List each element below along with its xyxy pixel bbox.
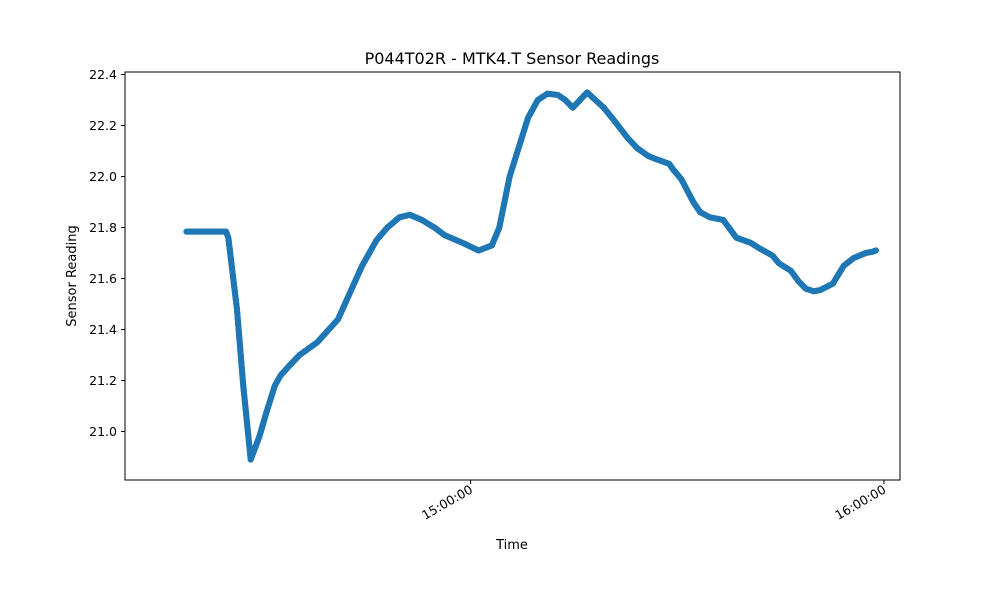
y-tick-label: 21.2: [89, 373, 117, 388]
x-axis-label: Time: [495, 538, 528, 553]
y-axis-ticks: 21.0 21.2 21.4 21.6 21.8 22.0 22.2 22.4: [89, 67, 125, 439]
y-tick-label: 22.4: [89, 67, 117, 82]
y-axis-label: Sensor Reading: [65, 225, 80, 326]
data-points: [183, 89, 879, 463]
y-tick-label: 22.0: [89, 169, 117, 184]
y-tick-label: 21.0: [89, 424, 117, 439]
chart-title: P044T02R - MTK4.T Sensor Readings: [365, 49, 660, 68]
plot-area-frame: [124, 71, 901, 481]
x-tick-label: 16:00:00: [832, 482, 888, 523]
y-tick-label: 21.8: [89, 220, 117, 235]
x-tick-label: 15:00:00: [419, 482, 475, 523]
data-point: [872, 247, 879, 254]
series-line: [183, 89, 879, 463]
x-axis-ticks: 15:00:00 16:00:00: [419, 480, 888, 523]
y-tick-label: 21.4: [89, 322, 117, 337]
y-tick-label: 21.6: [89, 271, 117, 286]
y-tick-label: 22.2: [89, 118, 117, 133]
